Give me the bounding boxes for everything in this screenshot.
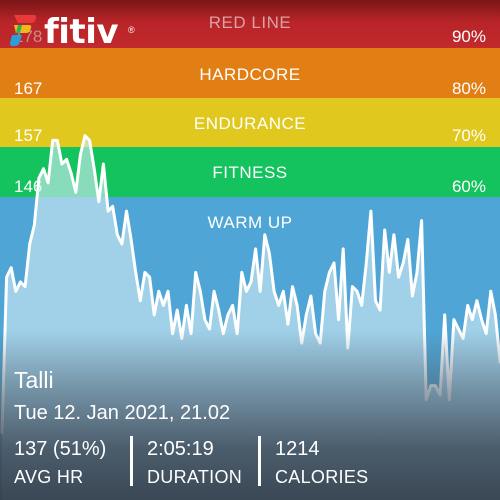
registered-mark: ® [128, 25, 135, 35]
zone-bpm: 167 [14, 79, 43, 98]
stat-divider [130, 436, 133, 486]
stat-value: 137 (51%) [14, 438, 107, 460]
fitiv-logo-icon [10, 15, 37, 46]
stat-avg-hr: 137 (51%) AVG HR [14, 437, 106, 487]
zone-label: FITNESS [212, 163, 288, 182]
zone-percent: 80% [451, 79, 486, 98]
stat-label: DURATION [147, 467, 243, 487]
stat-divider [258, 436, 261, 486]
stat-calories: 1214 CALORIES [275, 437, 368, 487]
zone-bpm: 146 [14, 177, 43, 196]
stat-value: 2:05:19 [147, 438, 214, 460]
zone-label: HARDCORE [199, 65, 301, 84]
zone-band-hardcore: HARDCORE 167 80% [0, 48, 500, 98]
workout-title: Talli [14, 367, 54, 393]
stat-duration: 2:05:19 DURATION [147, 437, 242, 487]
info-overlay [0, 330, 500, 500]
heart-rate-line [0, 134, 500, 435]
stat-label: AVG HR [14, 467, 84, 487]
app-logo-text: fitiv [44, 12, 119, 52]
zone-bpm: 157 [14, 126, 43, 145]
zone-label: WARM UP [207, 213, 293, 232]
stat-value: 1214 [275, 438, 320, 460]
zone-label: RED LINE [208, 13, 292, 32]
zone-percent: 90% [451, 27, 486, 46]
zone-label: ENDURANCE [193, 114, 307, 133]
zone-percent: 60% [451, 177, 486, 196]
zone-percent: 70% [451, 126, 486, 145]
workout-datetime: Tue 12. Jan 2021, 21.02 [14, 402, 231, 424]
stat-label: CALORIES [275, 467, 369, 487]
